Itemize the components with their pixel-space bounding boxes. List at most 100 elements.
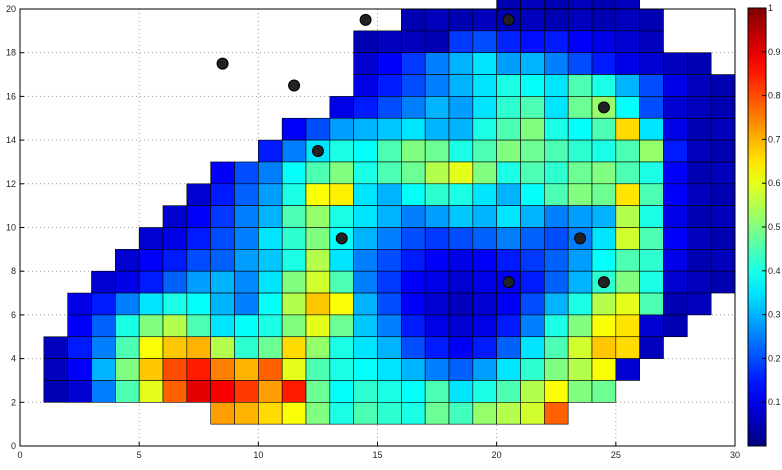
heatmap-cell — [496, 249, 521, 272]
heatmap-cell — [520, 205, 545, 228]
heatmap-cell — [162, 336, 188, 359]
heatmap-cell — [520, 227, 545, 250]
heatmap-cell — [591, 139, 617, 163]
heatmap-cell — [567, 117, 593, 141]
heatmap-cell — [424, 380, 450, 403]
heatmap-cell — [353, 139, 378, 163]
heatmap-cell — [591, 30, 617, 54]
heatmap-cell — [496, 96, 521, 119]
heatmap-cell — [496, 336, 521, 359]
heatmap-cell — [544, 227, 569, 250]
heatmap-cell — [448, 249, 474, 272]
heatmap-cell — [687, 205, 712, 228]
heatmap-cell — [401, 401, 426, 425]
heatmap-cell — [520, 0, 545, 10]
heatmap-cell — [472, 205, 497, 228]
heatmap-cell — [281, 401, 307, 425]
colorbar-tick-label: 0.7 — [768, 134, 781, 144]
heatmap-cell — [448, 358, 474, 381]
heatmap-cell — [448, 205, 474, 228]
heatmap-cell — [710, 96, 736, 119]
heatmap-cell — [496, 401, 521, 425]
heatmap-cell — [91, 358, 116, 381]
heatmap-cell — [234, 205, 259, 228]
heatmap-cell — [305, 161, 331, 185]
heatmap-cell — [472, 117, 497, 141]
heatmap-cell — [663, 314, 688, 338]
heatmap-cell — [639, 227, 664, 250]
heatmap-cell — [329, 401, 354, 425]
sensor-marker — [311, 145, 324, 158]
x-tick-label: 15 — [372, 450, 382, 460]
y-tick-label: 6 — [11, 310, 16, 320]
heatmap-cell — [186, 336, 211, 359]
heatmap-cell — [115, 380, 140, 403]
heatmap-cell — [448, 401, 474, 425]
heatmap-cell — [329, 183, 354, 206]
heatmap-cell — [567, 161, 593, 185]
heatmap-cell — [401, 183, 426, 206]
heatmap-cell — [258, 227, 283, 250]
heatmap-cell — [401, 314, 426, 338]
heatmap-cell — [377, 139, 402, 163]
heatmap-cell — [210, 205, 235, 228]
sensor-marker — [502, 13, 515, 26]
heatmap-cell — [591, 183, 617, 206]
heatmap-cell — [615, 249, 640, 272]
heatmap-cell — [305, 227, 331, 250]
heatmap-cell — [663, 270, 688, 294]
heatmap-cell — [377, 161, 402, 185]
heatmap-cell — [258, 380, 283, 403]
heatmap-cell — [424, 358, 450, 381]
heatmap-cell — [401, 117, 426, 141]
heatmap-cell — [663, 139, 688, 163]
heatmap-cell — [687, 161, 712, 185]
heatmap-cell — [567, 205, 593, 228]
heatmap-cell — [377, 380, 402, 403]
heatmap-cell — [663, 96, 688, 119]
colorbar-tick-label: 0.4 — [768, 266, 781, 276]
heatmap-cell — [591, 0, 617, 10]
heatmap-cell — [162, 205, 188, 228]
heatmap-cell — [210, 227, 235, 250]
heatmap-cell — [567, 183, 593, 206]
heatmap-cell — [138, 292, 164, 316]
heatmap-cell — [377, 358, 402, 381]
heatmap-cell — [424, 227, 450, 250]
heatmap-cell — [377, 205, 402, 228]
heatmap-cell — [520, 314, 545, 338]
heatmap-cell — [448, 183, 474, 206]
heatmap-cell — [687, 74, 712, 97]
heatmap-cell — [305, 358, 331, 381]
heatmap-cell — [210, 401, 235, 425]
heatmap-cell — [567, 52, 593, 75]
heatmap-cell — [472, 270, 497, 294]
heatmap-cell — [115, 249, 140, 272]
y-tick-label: 12 — [6, 179, 16, 189]
heatmap-cell — [710, 205, 736, 228]
heatmap-cell — [639, 249, 664, 272]
heatmap-cell — [520, 96, 545, 119]
heatmap-cell — [472, 161, 497, 185]
heatmap-cell — [496, 0, 521, 10]
heatmap-cell — [663, 292, 688, 316]
heatmap-cell — [615, 8, 640, 32]
heatmap-cell — [496, 292, 521, 316]
heatmap-cell — [138, 314, 164, 338]
heatmap-cell — [615, 183, 640, 206]
heatmap-cell — [591, 358, 617, 381]
heatmap-cell — [687, 52, 712, 75]
heatmap-cell — [472, 30, 497, 54]
heatmap-cell — [448, 336, 474, 359]
heatmap-cell — [424, 117, 450, 141]
heatmap-cell — [281, 249, 307, 272]
heatmap-cell — [329, 96, 354, 119]
colorbar: 0.1 0.2 0.3 0.4 0.5 0.6 0.7 0.8 0.9 1 — [747, 3, 781, 447]
heatmap-cell — [281, 205, 307, 228]
heatmap-cell — [115, 292, 140, 316]
heatmap-cell — [710, 117, 736, 141]
heatmap-cell — [353, 358, 378, 381]
heatmap-cell — [687, 183, 712, 206]
heatmap-cell — [424, 183, 450, 206]
